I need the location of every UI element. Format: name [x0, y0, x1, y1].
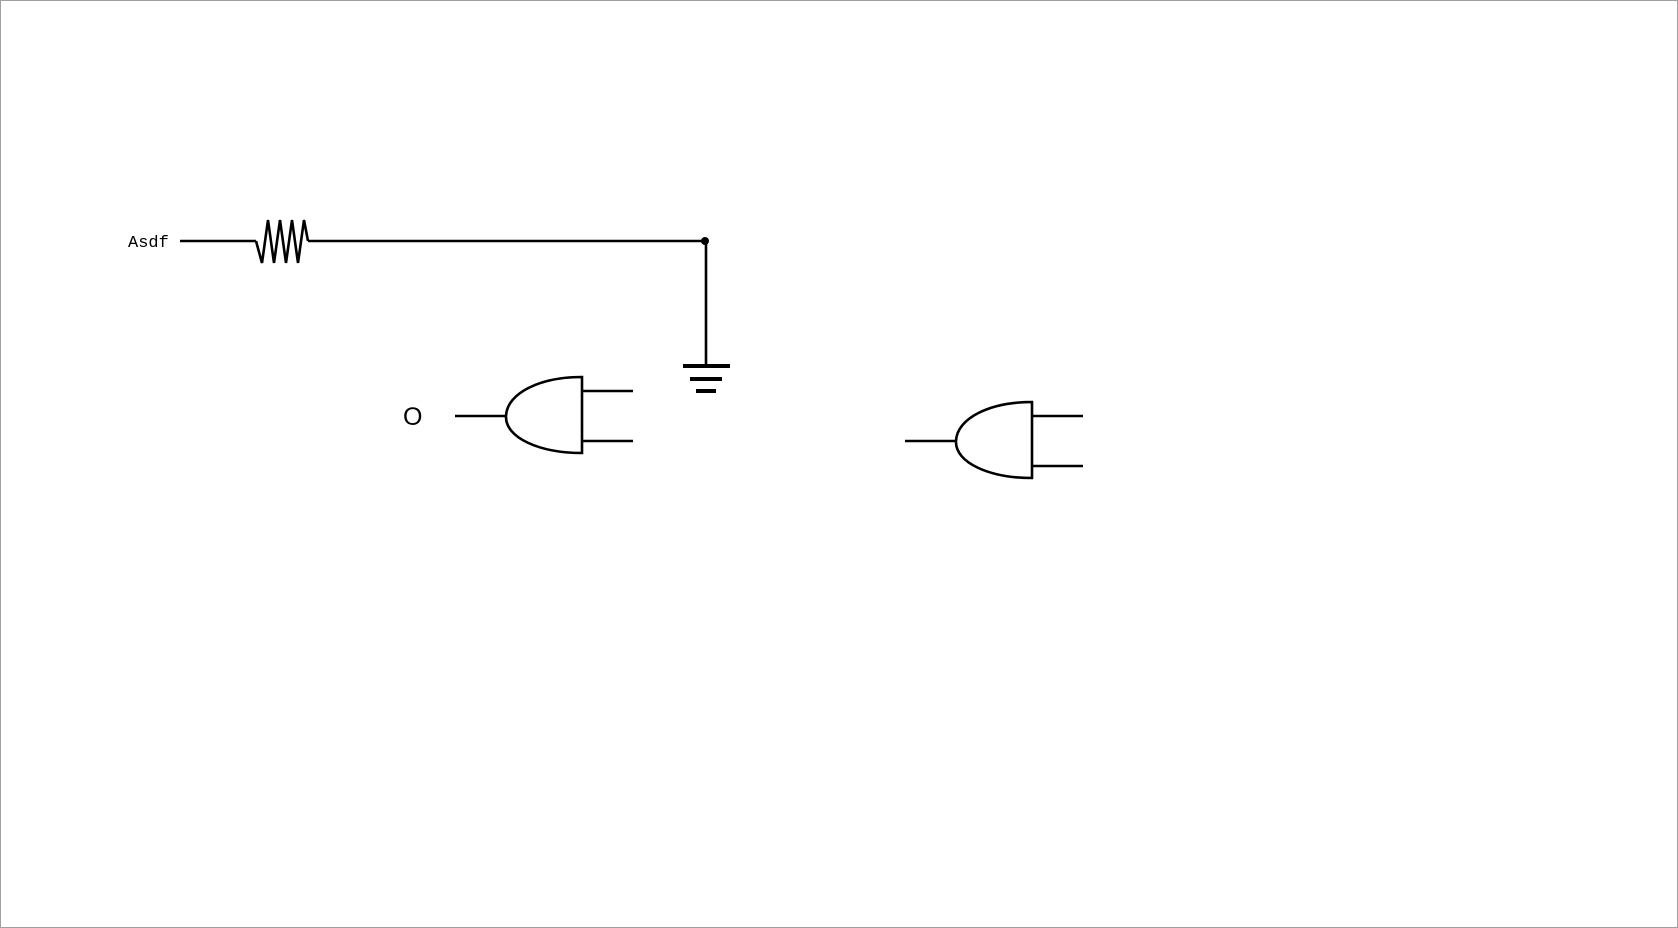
gate-2-body[interactable]	[954, 400, 1034, 480]
gate-1-body[interactable]	[504, 375, 584, 455]
net-label-asdf[interactable]: Asdf	[128, 234, 169, 253]
logic-gate-icon[interactable]	[455, 375, 633, 455]
ground-icon[interactable]	[683, 364, 730, 393]
logic-gate-icon[interactable]	[905, 400, 1083, 480]
resistor-icon[interactable]	[254, 219, 310, 264]
gate-1-pin-label: O	[403, 403, 422, 431]
